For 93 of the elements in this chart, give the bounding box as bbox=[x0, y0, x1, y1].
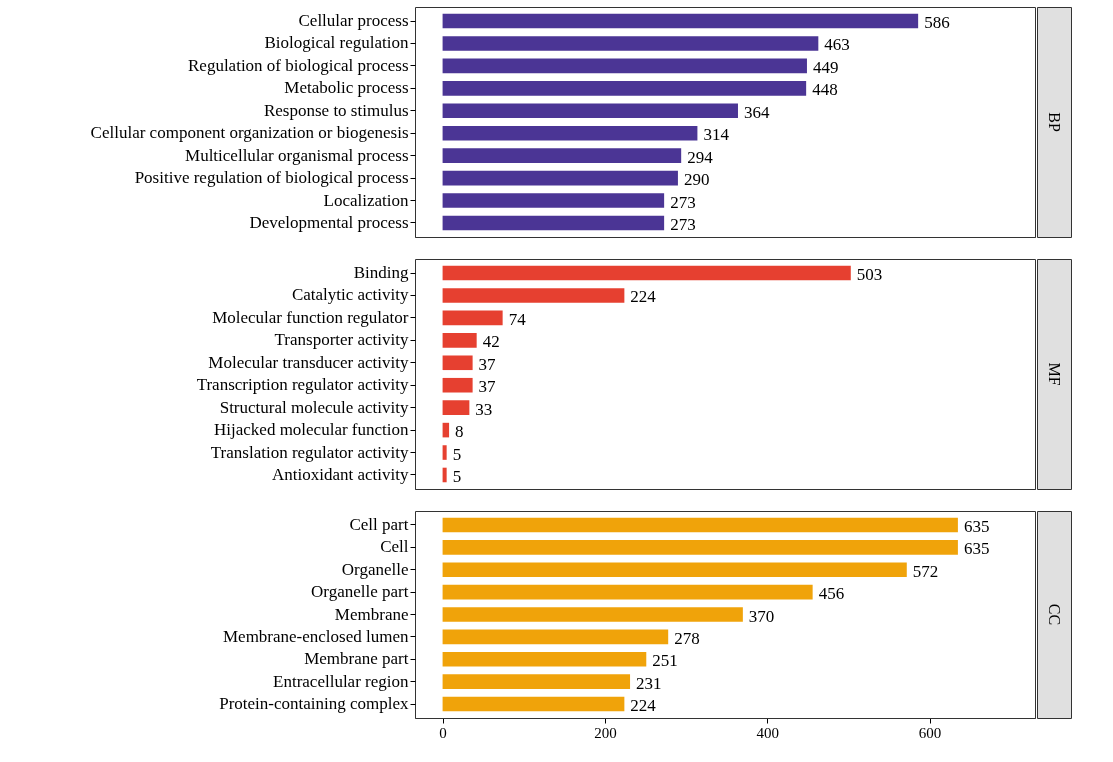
y-tick-label: Organelle bbox=[341, 559, 409, 579]
data-label: 224 bbox=[630, 287, 657, 307]
data-label: 449 bbox=[812, 57, 839, 77]
bar bbox=[442, 467, 447, 483]
data-label: 290 bbox=[683, 170, 710, 190]
y-tick-label: Developmental process bbox=[249, 212, 409, 232]
bar bbox=[442, 170, 678, 186]
y-tick-label: Translation regulator activity bbox=[210, 442, 409, 462]
y-tick-label: Structural molecule activity bbox=[219, 397, 409, 417]
y-tick-label: Cellular component organization or biogenesis bbox=[90, 123, 409, 143]
bar bbox=[442, 13, 919, 29]
y2-axis-title: CC bbox=[1046, 603, 1063, 626]
data-label: 37 bbox=[478, 354, 497, 374]
y-tick-label: Organelle part bbox=[311, 582, 409, 602]
data-label: 5 bbox=[452, 444, 462, 464]
y-tick-label: Molecular function regulator bbox=[212, 307, 409, 327]
data-label: 448 bbox=[812, 80, 838, 100]
data-label: 364 bbox=[743, 102, 770, 122]
y-tick-label: Molecular transducer activity bbox=[208, 352, 409, 372]
y-tick-label: Response to stimulus bbox=[263, 100, 409, 120]
data-label: 5 bbox=[452, 466, 462, 486]
bar bbox=[442, 540, 958, 555]
bar bbox=[442, 193, 665, 208]
y-tick-label: Biological regulation bbox=[264, 33, 409, 53]
bar bbox=[442, 517, 958, 533]
bar bbox=[442, 310, 503, 326]
bar bbox=[442, 125, 698, 141]
y2-axis-title: BP bbox=[1046, 112, 1063, 132]
data-label: 231 bbox=[636, 673, 662, 693]
x-tick-label: 400 bbox=[756, 724, 779, 741]
y-tick-label: Transporter activity bbox=[274, 330, 409, 350]
data-label: 278 bbox=[674, 628, 700, 648]
data-label: 273 bbox=[670, 192, 696, 212]
bar bbox=[442, 584, 813, 600]
y-tick-label: Hijacked molecular function bbox=[214, 420, 409, 440]
data-label: 8 bbox=[455, 422, 464, 442]
y-tick-label: Multicellular organismal process bbox=[185, 145, 409, 165]
bar bbox=[442, 400, 470, 415]
y-tick-label: Membrane part bbox=[304, 649, 409, 669]
y-tick-label: Regulation of biological process bbox=[188, 55, 409, 75]
data-label: 463 bbox=[824, 35, 850, 55]
y-tick-label: Localization bbox=[323, 190, 409, 210]
bar bbox=[442, 265, 851, 281]
data-label: 370 bbox=[748, 606, 775, 626]
data-label: 635 bbox=[963, 539, 990, 559]
y-tick-label: Antioxidant activity bbox=[272, 464, 409, 484]
y-tick-label: Protein-containing complex bbox=[219, 694, 409, 714]
bar bbox=[442, 215, 665, 231]
bar bbox=[442, 674, 631, 689]
y-tick-label: Cell part bbox=[349, 514, 409, 534]
data-label: 294 bbox=[687, 147, 714, 167]
bar bbox=[442, 148, 682, 163]
y-tick-label: Entracellular region bbox=[273, 671, 409, 691]
data-label: 251 bbox=[652, 651, 678, 671]
y-tick-label: Catalytic activity bbox=[291, 285, 409, 305]
y-tick-label: Cellular process bbox=[298, 11, 409, 31]
data-label: 456 bbox=[818, 584, 845, 604]
bar bbox=[442, 58, 807, 74]
data-label: 33 bbox=[475, 399, 493, 419]
bar bbox=[442, 629, 669, 645]
bar bbox=[442, 445, 447, 460]
bar bbox=[442, 607, 743, 622]
data-label: 503 bbox=[856, 265, 883, 285]
bar bbox=[442, 103, 738, 119]
bar bbox=[442, 81, 807, 96]
x-tick-label: 600 bbox=[918, 724, 942, 741]
data-label: 572 bbox=[912, 561, 939, 581]
y2-axis-title: MF bbox=[1046, 362, 1063, 386]
bar bbox=[442, 562, 907, 578]
y-tick-label: Membrane-enclosed lumen bbox=[222, 626, 409, 646]
y-tick-label: Binding bbox=[353, 263, 409, 283]
data-label: 273 bbox=[670, 214, 696, 234]
bar bbox=[442, 288, 625, 303]
data-label: 586 bbox=[924, 13, 950, 33]
data-label: 224 bbox=[630, 696, 657, 716]
y-tick-label: Metabolic process bbox=[284, 78, 409, 98]
bar bbox=[442, 333, 477, 348]
bar bbox=[442, 651, 647, 667]
y-tick-label: Positive regulation of biological process bbox=[134, 168, 409, 188]
bar bbox=[442, 355, 473, 371]
y-tick-label: Transcription regulator activity bbox=[196, 375, 409, 395]
y-tick-label: Cell bbox=[380, 537, 409, 557]
data-label: 314 bbox=[703, 125, 730, 145]
x-tick-label: 0 bbox=[439, 724, 447, 741]
data-label: 74 bbox=[508, 309, 527, 329]
bar bbox=[442, 377, 473, 393]
y-tick-label: Membrane bbox=[334, 604, 409, 624]
data-label: 635 bbox=[963, 516, 990, 536]
data-label: 42 bbox=[482, 332, 500, 352]
bar bbox=[442, 36, 819, 51]
x-tick-label: 200 bbox=[594, 724, 617, 741]
bar bbox=[442, 696, 625, 712]
data-label: 37 bbox=[478, 377, 497, 397]
